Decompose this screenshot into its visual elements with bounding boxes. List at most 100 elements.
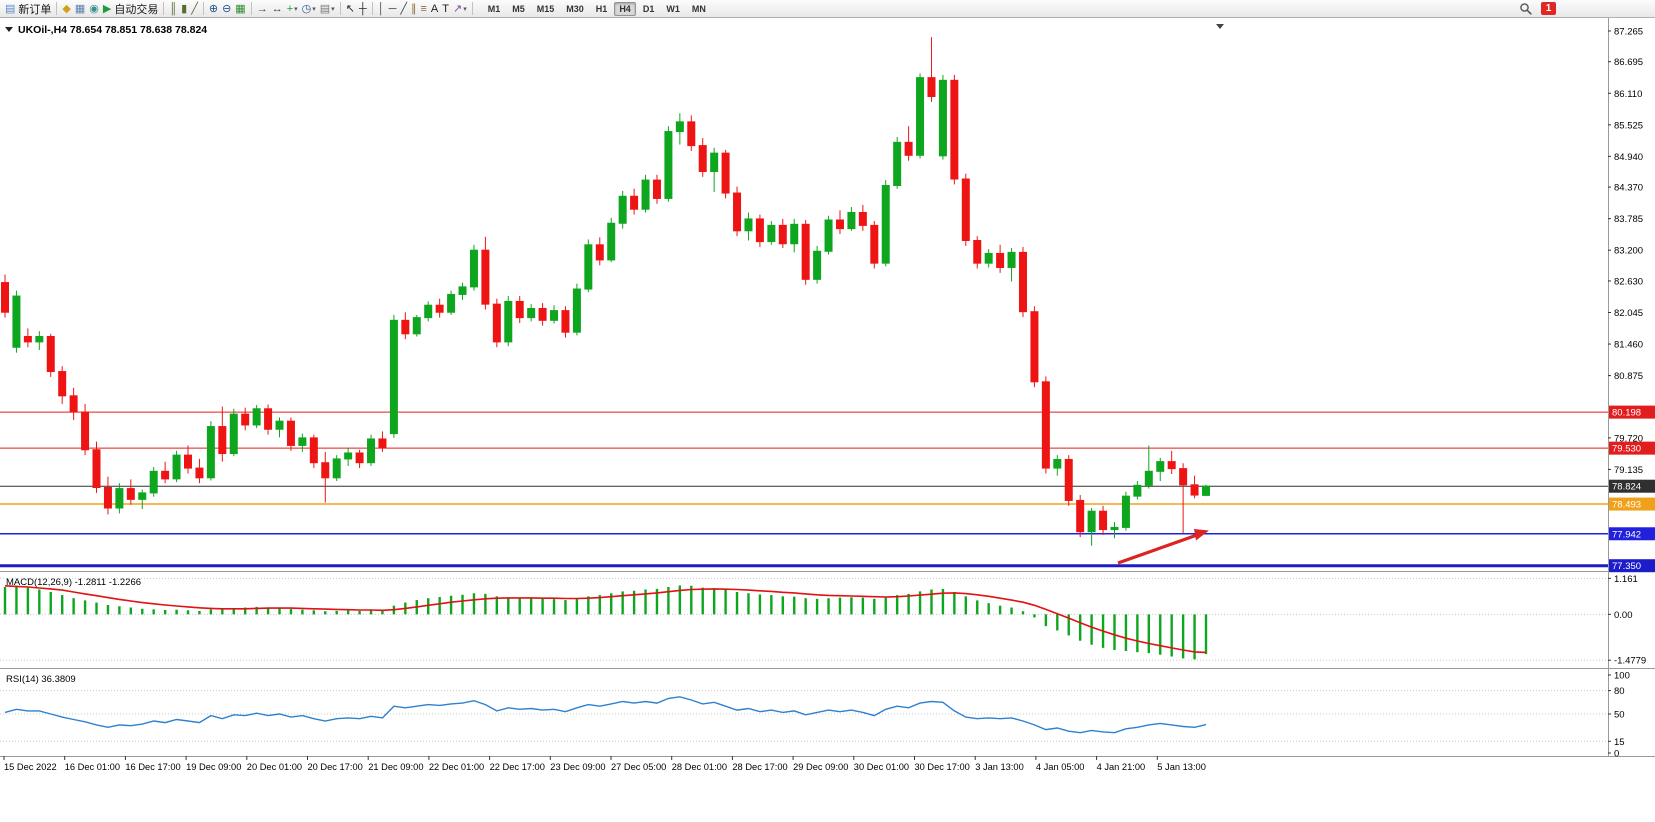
timeframe-m1[interactable]: M1 bbox=[487, 3, 501, 14]
templates-menu[interactable]: ▤ ▾ bbox=[318, 1, 337, 17]
svg-text:84.940: 84.940 bbox=[1614, 152, 1643, 163]
macd-pane bbox=[3, 585, 1208, 660]
profiles-icon-glyph: ◆ bbox=[62, 2, 71, 15]
horizontal-line-icon[interactable]: ─ bbox=[387, 1, 399, 17]
svg-text:82.045: 82.045 bbox=[1614, 308, 1643, 319]
svg-text:28 Dec 17:00: 28 Dec 17:00 bbox=[732, 762, 787, 772]
dropdown-arrow-icon: ▾ bbox=[463, 5, 467, 13]
dropdown-arrow-icon: ▾ bbox=[312, 5, 316, 13]
svg-text:86.695: 86.695 bbox=[1614, 57, 1643, 68]
new-chart-icon[interactable]: ▦ bbox=[73, 1, 87, 17]
svg-text:1.161: 1.161 bbox=[1614, 574, 1638, 585]
svg-text:5 Jan 13:00: 5 Jan 13:00 bbox=[1157, 762, 1206, 772]
svg-text:16 Dec 17:00: 16 Dec 17:00 bbox=[125, 762, 180, 772]
toolbar-separator bbox=[163, 2, 165, 15]
crosshair-icon[interactable]: ┼ bbox=[357, 1, 369, 17]
timeframe-m30[interactable]: M30 bbox=[566, 3, 584, 14]
data-window-icon[interactable]: ◉ bbox=[87, 1, 101, 17]
templates-menu-glyph: ▤ bbox=[319, 2, 331, 15]
candlestick-chart-icon-glyph: ▮ bbox=[181, 2, 188, 15]
text-icon[interactable]: A bbox=[429, 1, 440, 17]
autotrading-button[interactable]: ▶ 自动交易 bbox=[101, 1, 160, 17]
chart-canvas[interactable]: 87.265 86.695 86.110 85.525 84.940 84.370 83.7… bbox=[0, 18, 1655, 822]
dropdown-arrow-icon: ▾ bbox=[331, 5, 335, 13]
macd-label: MACD(12,26,9) -1.2811 -1.2266 bbox=[6, 577, 141, 588]
timeframe-m15[interactable]: M15 bbox=[536, 3, 555, 14]
timeframe-mn[interactable]: MN bbox=[691, 3, 706, 14]
zoom-in-icon[interactable]: ⊕ bbox=[207, 1, 220, 17]
arrows-menu[interactable]: ↗ ▾ bbox=[451, 1, 469, 17]
svg-text:0.00: 0.00 bbox=[1614, 610, 1633, 621]
trendline-icon-glyph: ╱ bbox=[400, 2, 407, 15]
timeframe-buttons: M1 M5 M15 M30 H1 H4 D1 W1 MN bbox=[482, 1, 712, 16]
new-order-button[interactable]: ▤ 新订单 bbox=[3, 1, 53, 17]
toolbar-separator bbox=[250, 2, 252, 15]
horizontal-line-icon-glyph: ─ bbox=[388, 2, 397, 15]
new-chart-icon-glyph: ▦ bbox=[74, 2, 86, 15]
toolbar-buttons: ▤ 新订单 ◆ ▦ ◉ ▶ 自动交易 ║ ▮ ╱ ⊕ ⊖ ▦ → ↔ + ▾ ◷ ▾ ▤ ▾ ↖ ┼ │ ─ ╱ ∥ ≡ A T ↗ ▾ bbox=[3, 1, 476, 17]
timeframe-w1[interactable]: W1 bbox=[666, 3, 680, 14]
auto-scroll-icon-glyph: → bbox=[256, 2, 268, 15]
svg-text:20 Dec 01:00: 20 Dec 01:00 bbox=[247, 762, 302, 772]
fibonacci-icon[interactable]: ≡ bbox=[419, 1, 429, 17]
bar-chart-icon[interactable]: ║ bbox=[167, 1, 179, 17]
svg-text:30 Dec 17:00: 30 Dec 17:00 bbox=[915, 762, 970, 772]
svg-text:15: 15 bbox=[1614, 737, 1625, 748]
timeframe-m5[interactable]: M5 bbox=[512, 3, 525, 14]
chart-shift-marker bbox=[1216, 24, 1224, 29]
profiles-icon[interactable]: ◆ bbox=[60, 1, 72, 17]
time-axis: 15 Dec 2022 16 Dec 01:00 16 Dec 17:00 19 De… bbox=[3, 756, 1206, 772]
auto-scroll-icon[interactable]: → bbox=[255, 1, 270, 17]
indicators-menu[interactable]: + ▾ bbox=[285, 1, 300, 17]
svg-text:83.785: 83.785 bbox=[1614, 214, 1643, 225]
svg-text:79.530: 79.530 bbox=[1612, 444, 1641, 455]
search-icon[interactable] bbox=[1519, 2, 1533, 16]
crosshair-icon-glyph: ┼ bbox=[358, 2, 367, 15]
channel-icon-glyph: ∥ bbox=[411, 2, 417, 15]
indicators-menu-glyph: + bbox=[286, 2, 294, 15]
svg-text:29 Dec 09:00: 29 Dec 09:00 bbox=[793, 762, 848, 772]
cursor-icon-glyph: ↖ bbox=[345, 2, 355, 15]
svg-text:78.824: 78.824 bbox=[1612, 482, 1641, 493]
svg-text:-1.4779: -1.4779 bbox=[1614, 656, 1646, 667]
svg-text:19 Dec 09:00: 19 Dec 09:00 bbox=[186, 762, 241, 772]
timeframe-h4[interactable]: H4 bbox=[614, 1, 636, 16]
new-order-button-label: 新订单 bbox=[18, 3, 52, 16]
autotrading-button-label: 自动交易 bbox=[114, 3, 159, 16]
symbol-dropdown-icon bbox=[5, 27, 13, 32]
timeframe-d1[interactable]: D1 bbox=[642, 3, 655, 14]
vertical-line-icon[interactable]: │ bbox=[376, 1, 387, 17]
svg-text:20 Dec 17:00: 20 Dec 17:00 bbox=[308, 762, 363, 772]
svg-text:87.265: 87.265 bbox=[1614, 26, 1643, 37]
svg-text:27 Dec 05:00: 27 Dec 05:00 bbox=[611, 762, 666, 772]
periods-menu[interactable]: ◷ ▾ bbox=[300, 1, 318, 17]
svg-text:79.720: 79.720 bbox=[1614, 433, 1643, 444]
zoom-in-icon-glyph: ⊕ bbox=[208, 2, 219, 15]
line-chart-icon[interactable]: ╱ bbox=[189, 1, 200, 17]
svg-text:3 Jan 13:00: 3 Jan 13:00 bbox=[975, 762, 1024, 772]
zoom-out-icon[interactable]: ⊖ bbox=[220, 1, 233, 17]
svg-text:77.350: 77.350 bbox=[1612, 561, 1641, 572]
arrows-menu-glyph: ↗ bbox=[453, 2, 463, 15]
candlestick-chart-icon[interactable]: ▮ bbox=[179, 1, 189, 17]
svg-text:23 Dec 09:00: 23 Dec 09:00 bbox=[550, 762, 605, 772]
trendline-icon[interactable]: ╱ bbox=[398, 1, 409, 17]
cursor-icon[interactable]: ↖ bbox=[344, 1, 357, 17]
tile-windows-icon[interactable]: ▦ bbox=[233, 1, 247, 17]
line-chart-icon-glyph: ╱ bbox=[191, 2, 198, 15]
svg-text:30 Dec 01:00: 30 Dec 01:00 bbox=[854, 762, 909, 772]
svg-text:82.630: 82.630 bbox=[1614, 276, 1643, 287]
svg-text:83.200: 83.200 bbox=[1614, 246, 1643, 257]
notification-badge[interactable]: 1 bbox=[1541, 2, 1556, 15]
chart-shift-icon[interactable]: ↔ bbox=[270, 1, 285, 17]
svg-text:80: 80 bbox=[1614, 686, 1625, 697]
channel-icon[interactable]: ∥ bbox=[409, 1, 419, 17]
svg-text:4 Jan 05:00: 4 Jan 05:00 bbox=[1036, 762, 1085, 772]
toolbar-right: 1 bbox=[1519, 2, 1652, 16]
chart-title: UKOil-,H4 78.654 78.851 78.638 78.824 bbox=[18, 24, 207, 36]
timeframe-h1[interactable]: H1 bbox=[595, 3, 608, 14]
price-axis: 87.265 86.695 86.110 85.525 84.940 84.370 83.7… bbox=[1608, 26, 1655, 760]
text-label-icon[interactable]: T bbox=[440, 1, 451, 17]
chart-window[interactable]: 87.265 86.695 86.110 85.525 84.940 84.370 83.7… bbox=[0, 18, 1655, 822]
